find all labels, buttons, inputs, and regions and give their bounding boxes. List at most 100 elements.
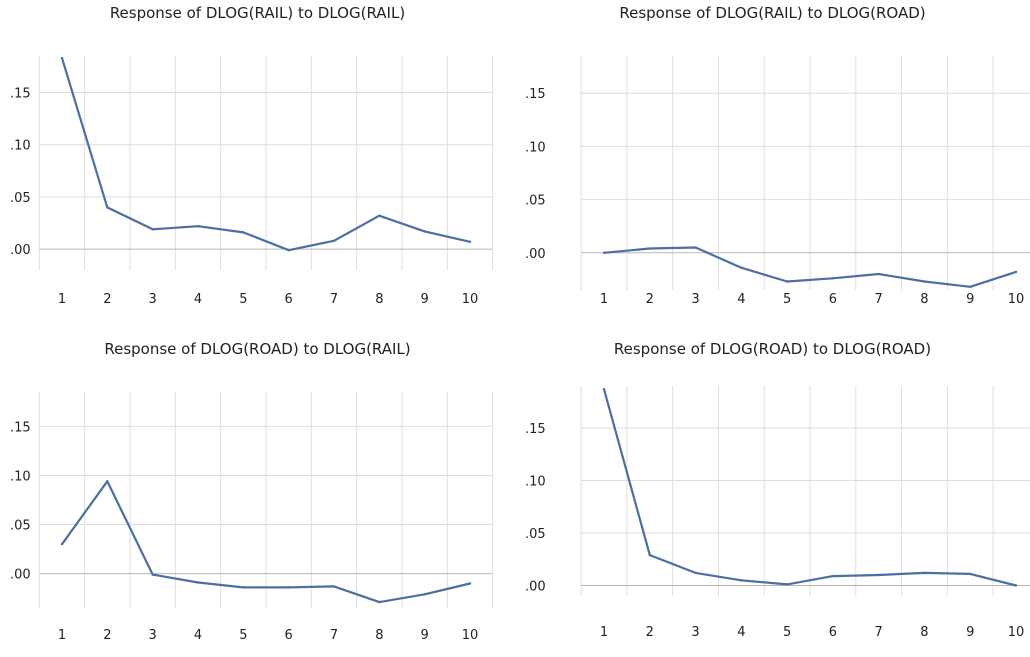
data-point	[287, 248, 290, 252]
data-point	[602, 251, 606, 254]
x-tick-label: 3	[691, 292, 699, 307]
x-tick-label: 6	[285, 628, 293, 643]
y-tick-label: .05	[525, 194, 546, 209]
x-tick-label: 5	[783, 292, 791, 307]
data-point	[151, 573, 154, 576]
response-line	[603, 246, 1017, 288]
x-tick-label: 2	[646, 625, 654, 640]
chart-title: Response of DLOG(RAIL) to DLOG(RAIL)	[109, 4, 406, 22]
x-tick-label: 8	[920, 625, 928, 640]
x-tick-label: 1	[600, 625, 608, 640]
chart-plot: .15 .10 .05 .00 1 2 3 4 5 6 7 8 9 10	[10, 56, 494, 307]
y-tick-label: .00	[525, 247, 546, 262]
y-tick-label: .00	[525, 580, 546, 595]
x-tick-label: 2	[103, 292, 111, 307]
x-tick-label: 4	[737, 292, 745, 307]
data-point	[602, 387, 606, 391]
y-tick-label: .05	[10, 191, 31, 206]
response-line	[602, 388, 1017, 587]
x-tick-label: 2	[646, 292, 654, 307]
data-point	[468, 582, 472, 585]
x-tick-label: 7	[875, 292, 883, 307]
response-line	[61, 480, 471, 604]
x-tick-label: 7	[875, 625, 883, 640]
chart-plot: .15 .10 .05 .00 1 2 3 4 5 6 7 8 9 10	[525, 56, 1030, 307]
data-point	[378, 214, 381, 217]
data-point	[923, 571, 926, 575]
data-point	[648, 247, 651, 250]
x-tick-label: 3	[149, 628, 157, 643]
data-point	[60, 56, 64, 60]
data-point	[831, 277, 835, 280]
x-tick-label: 7	[330, 628, 338, 643]
x-tick-label: 1	[58, 628, 66, 643]
x-tick-label: 4	[194, 628, 202, 643]
data-point	[740, 266, 743, 269]
y-tick-label: .15	[525, 422, 546, 437]
x-tick-label: 4	[194, 292, 202, 307]
data-point	[468, 240, 472, 244]
y-tick-label: .10	[525, 475, 546, 490]
data-point	[423, 230, 426, 233]
data-point	[332, 239, 336, 242]
data-point	[242, 231, 245, 234]
x-tick-label: 9	[421, 292, 429, 307]
chart-panel-rail-to-road: Response of DLOG(RAIL) to DLOG(ROAD) .15…	[515, 0, 1030, 321]
data-point	[60, 542, 64, 546]
data-point	[423, 593, 426, 596]
x-tick-label: 5	[783, 625, 791, 640]
x-tick-label: 4	[737, 625, 745, 640]
data-point	[151, 228, 154, 231]
x-tick-label: 10	[1008, 625, 1025, 640]
x-tick-label: 9	[966, 292, 974, 307]
chart-panel-road-to-road: Response of DLOG(ROAD) to DLOG(ROAD) .15…	[515, 336, 1030, 657]
y-tick-label: .00	[10, 243, 31, 258]
y-tick-label: .05	[10, 519, 31, 534]
data-point	[196, 581, 200, 584]
x-tick-label: 3	[149, 292, 157, 307]
data-point	[287, 586, 290, 589]
chart-plot: .15 .10 .05 .00 1 2 3 4 5 6 7 8 9 10	[10, 392, 494, 643]
data-point	[196, 224, 200, 228]
chart-plot: .15 .10 .05 .00 1 2 3 4 5 6 7 8 9 10	[525, 386, 1030, 640]
x-tick-label: 10	[462, 628, 479, 643]
chart-title: Response of DLOG(RAIL) to DLOG(ROAD)	[619, 4, 926, 22]
data-point	[106, 480, 109, 483]
x-tick-label: 6	[285, 292, 293, 307]
x-tick-label: 3	[691, 625, 699, 640]
y-tick-label: .10	[10, 469, 31, 484]
x-tick-label: 8	[375, 292, 383, 307]
y-tick-label: .00	[10, 568, 31, 583]
data-point	[831, 574, 835, 578]
y-tick-label: .15	[10, 87, 31, 102]
response-line	[60, 57, 471, 252]
x-tick-label: 6	[829, 292, 837, 307]
y-tick-label: .15	[525, 87, 546, 102]
x-tick-label: 7	[330, 292, 338, 307]
data-point	[969, 285, 972, 289]
data-point	[740, 579, 743, 582]
x-tick-label: 2	[103, 628, 111, 643]
data-point	[1014, 270, 1018, 274]
data-point	[923, 280, 926, 283]
data-point	[694, 571, 697, 575]
data-point	[378, 600, 381, 604]
chart-title: Response of DLOG(ROAD) to DLOG(ROAD)	[613, 340, 932, 358]
x-tick-label: 1	[58, 292, 66, 307]
data-point	[785, 583, 789, 586]
data-point	[648, 553, 651, 557]
x-tick-label: 9	[966, 625, 974, 640]
data-point	[969, 572, 972, 576]
chart-title: Response of DLOG(ROAD) to DLOG(RAIL)	[104, 340, 411, 358]
chart-panel-rail-to-rail: Response of DLOG(RAIL) to DLOG(RAIL) .15…	[0, 0, 515, 321]
y-tick-label: .15	[10, 420, 31, 435]
y-tick-label: .05	[525, 527, 546, 542]
data-point	[877, 272, 880, 276]
data-point	[694, 246, 697, 249]
x-tick-label: 5	[239, 292, 247, 307]
x-tick-label: 9	[421, 628, 429, 643]
x-tick-label: 8	[920, 292, 928, 307]
x-tick-label: 6	[829, 625, 837, 640]
y-tick-label: .10	[525, 140, 546, 155]
data-point	[877, 573, 880, 577]
